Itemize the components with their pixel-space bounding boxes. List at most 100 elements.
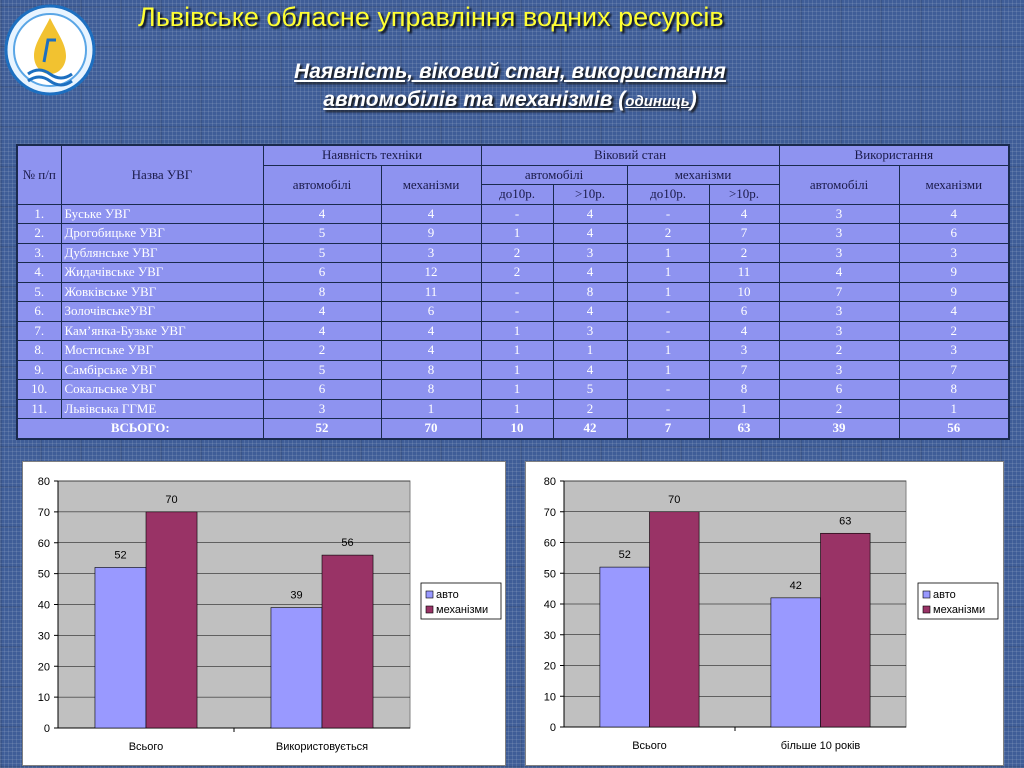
- cell-age-cars-u10: 1: [480, 398, 554, 419]
- chart-usage-svg: 0 10 20 30 40 50 60 70 80 52 70 Всього 39 56 Використо…: [38, 476, 502, 753]
- cell-use-mech: 9: [898, 281, 1010, 302]
- cell-avail-mech: 4: [380, 203, 482, 224]
- cell-age-cars-u10: 2: [480, 262, 554, 283]
- legend: [420, 582, 502, 620]
- cell-use-cars: 3: [778, 242, 900, 263]
- x-tick-label: Всього: [129, 741, 164, 753]
- table-row: 1. Буське УВГ 4 4-4-4 3 4: [16, 203, 1010, 224]
- cell-age-cars-u10: 1: [480, 379, 554, 400]
- cell-num: 4.: [16, 262, 62, 283]
- y-tick-label: 60: [544, 538, 556, 550]
- cell-age-cars-o10: 5: [552, 379, 628, 400]
- y-tick-label: 50: [38, 569, 50, 581]
- cell-num: 10.: [16, 379, 62, 400]
- header-name: Назва УВГ: [60, 144, 264, 205]
- cell-name: Львівська ГГМЕ: [60, 398, 264, 419]
- chart-age-svg: 0 10 20 30 40 50 60 70 80 52 70 Всього 42 63 більше 10…: [544, 476, 999, 752]
- cell-age-mech-o10: 11: [708, 262, 780, 283]
- cell-avail-mech: 1: [380, 398, 482, 419]
- cell-age-mech-u10: -: [626, 203, 710, 224]
- header-age-mech-over10: >10р.: [708, 184, 780, 205]
- header-usage: Використання: [778, 144, 1010, 166]
- y-tick-label: 70: [38, 507, 50, 519]
- cell-age-mech-u10: -: [626, 301, 710, 322]
- cell-avail-cars: 5: [262, 223, 382, 244]
- cell-use-cars: 3: [778, 320, 900, 341]
- cell-avail-cars: 5: [262, 359, 382, 380]
- header-availability: Наявність техніки: [262, 144, 482, 166]
- cell-age-mech-u10: -: [626, 379, 710, 400]
- y-tick-label: 20: [544, 661, 556, 673]
- cell-use-mech: 9: [898, 262, 1010, 283]
- cell-age-mech-o10: 1: [708, 398, 780, 419]
- header-age-cars: автомобілі: [480, 164, 628, 185]
- x-tick-label: Використовується: [276, 741, 368, 753]
- cell-name: Буське УВГ: [60, 203, 264, 224]
- cell-avail-mech: 12: [380, 262, 482, 283]
- x-tick-label: більше 10 років: [781, 740, 861, 752]
- cell-age-cars-u10: 1: [480, 359, 554, 380]
- cell-num: 7.: [16, 320, 62, 341]
- cell-age-cars-o10: 4: [552, 359, 628, 380]
- cell-avail-cars: 3: [262, 398, 382, 419]
- legend-label: механізми: [436, 604, 488, 616]
- y-tick-label: 30: [544, 630, 556, 642]
- data-label: 42: [790, 580, 802, 592]
- cell-name: ЗолочівськеУВГ: [60, 301, 264, 322]
- cell-age-mech-u10: 1: [626, 281, 710, 302]
- cell-use-cars: 2: [778, 398, 900, 419]
- bar: [321, 554, 374, 729]
- y-tick-label: 40: [38, 600, 50, 612]
- cell-use-cars: 7: [778, 281, 900, 302]
- header-use-cars: автомобілі: [778, 164, 900, 205]
- cell-age-cars-u10: -: [480, 281, 554, 302]
- cell-age-mech-o10: 4: [708, 320, 780, 341]
- table-row: 11. Львівська ГГМЕ 3 1 1 2-1 2 1: [16, 398, 1010, 419]
- table-row: 4. Жидачівське УВГ 6 12 2 4 1 11 4 9: [16, 262, 1010, 283]
- legend-swatch: [425, 590, 434, 599]
- cell-avail-cars: 8: [262, 281, 382, 302]
- y-tick-label: 30: [38, 630, 50, 642]
- subtitle-unit-open: (: [618, 88, 626, 111]
- cell-avail-mech: 8: [380, 359, 482, 380]
- cell-age-mech-u10: 1: [626, 340, 710, 361]
- cell-age-mech-o10: 2: [708, 242, 780, 263]
- cell-age-mech-o10: 3: [708, 340, 780, 361]
- cell-avail-mech: 8: [380, 379, 482, 400]
- cell-avail-cars: 4: [262, 203, 382, 224]
- cell-age-cars-u10: 1: [480, 340, 554, 361]
- cell-age-cars-o10: 4: [552, 262, 628, 283]
- total-avail-cars: 52: [262, 418, 382, 439]
- cell-num: 5.: [16, 281, 62, 302]
- legend-label: авто: [436, 589, 459, 601]
- header-age: Віковий стан: [480, 144, 780, 166]
- cell-num: 8.: [16, 340, 62, 361]
- table-row: 8. Мостиське УВГ 2 4 1 1 1 3 2 3: [16, 340, 1010, 361]
- table-total-row: ВСЬОГО: 52 70 10 42 7 63 39 56: [16, 418, 1010, 439]
- cell-age-mech-u10: 1: [626, 242, 710, 263]
- y-tick-label: 10: [544, 691, 556, 703]
- bar: [820, 532, 871, 728]
- data-label: 52: [619, 549, 631, 561]
- cell-age-cars-o10: 3: [552, 242, 628, 263]
- cell-num: 9.: [16, 359, 62, 380]
- header-avail-cars: автомобілі: [262, 164, 382, 205]
- cell-name: Жидачівське УВГ: [60, 262, 264, 283]
- cell-name: Дрогобицьке УВГ: [60, 223, 264, 244]
- header-num: № п/п: [16, 144, 62, 205]
- subtitle-unit: одиниць: [625, 93, 690, 110]
- total-avail-mech: 70: [380, 418, 482, 439]
- cell-age-mech-o10: 8: [708, 379, 780, 400]
- cell-age-mech-o10: 4: [708, 203, 780, 224]
- header-age-cars-over10: >10р.: [552, 184, 628, 205]
- table-row: 9. Самбірське УВГ 5 8 1 4 1 7 3 7: [16, 359, 1010, 380]
- legend: [917, 582, 999, 620]
- cell-age-mech-o10: 7: [708, 223, 780, 244]
- cell-use-cars: 3: [778, 359, 900, 380]
- cell-num: 3.: [16, 242, 62, 263]
- legend-label: механізми: [933, 604, 985, 616]
- cell-use-mech: 4: [898, 203, 1010, 224]
- y-tick-label: 80: [38, 476, 50, 488]
- total-age-mech-u10: 7: [626, 418, 710, 439]
- header-age-cars-under10: до10р.: [480, 184, 554, 205]
